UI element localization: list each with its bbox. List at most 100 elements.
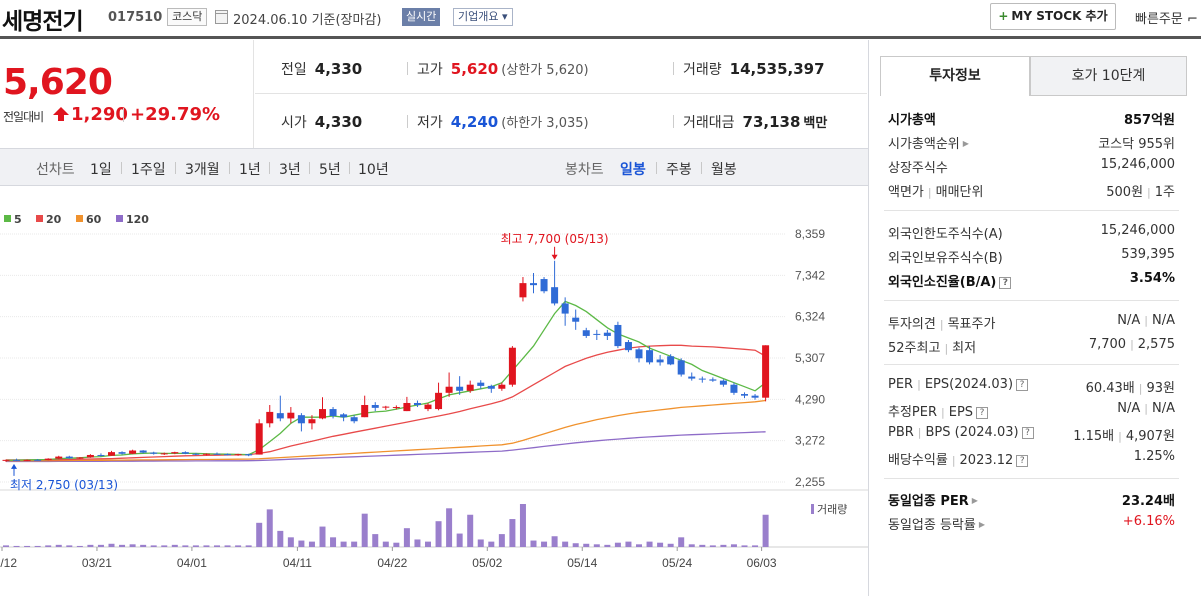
cap-rank-row[interactable]: 시가총액순위 ▶ 코스닥 955위	[888, 130, 1175, 154]
realtime-button[interactable]: 실시간	[402, 8, 441, 26]
legend-label: 120	[126, 213, 149, 226]
mystock-add-button[interactable]: + MY STOCK 추가	[990, 3, 1116, 30]
tab-1d[interactable]: 1일	[90, 162, 112, 178]
help-icon[interactable]: ?	[976, 407, 989, 419]
change-value: 1,290	[71, 104, 128, 125]
tab-1w[interactable]: 1주일	[131, 162, 166, 178]
title-divider	[0, 36, 1201, 39]
tab-invest-info[interactable]: 투자정보	[880, 56, 1030, 96]
divider: |	[1144, 402, 1148, 415]
x-tick-label: 05/02	[472, 556, 502, 570]
candle-body	[213, 453, 221, 455]
triangle-right-icon: ▶	[971, 496, 978, 505]
est-eps-value: N/A	[1152, 401, 1175, 416]
volume-bar	[235, 545, 242, 547]
high-label: 고가	[417, 62, 443, 78]
divider	[884, 300, 1179, 301]
tab-3y[interactable]: 3년	[279, 162, 301, 178]
y-tick-label: 7,342	[795, 268, 825, 282]
tab-10y[interactable]: 10년	[358, 162, 389, 178]
tab-5y[interactable]: 5년	[319, 162, 341, 178]
plus-icon: +	[998, 9, 1009, 23]
legend-label: 20	[46, 213, 62, 226]
sector-change-row[interactable]: 동일업종 등락률 ▶ +6.16%	[888, 511, 1175, 535]
volume-bar	[87, 544, 94, 547]
divider	[309, 162, 310, 174]
volume-bar	[129, 544, 136, 547]
upper-limit: (상한가 5,620)	[501, 63, 589, 78]
candle-body	[329, 409, 337, 416]
volume-bar	[741, 545, 748, 547]
volume-bar	[604, 544, 611, 547]
low-label: 저가	[417, 115, 443, 131]
volume-bar	[119, 544, 126, 547]
candle-body	[435, 392, 443, 410]
candle-body	[392, 407, 400, 409]
tab-daily[interactable]: 일봉	[620, 162, 646, 178]
candle-body	[656, 359, 664, 363]
help-icon[interactable]: ?	[1016, 455, 1029, 467]
divider	[229, 162, 230, 174]
candle-body	[403, 402, 411, 412]
foreign-hold-row: 외국인보유주식수(B) 539,395	[888, 244, 1175, 268]
help-icon[interactable]: ?	[1021, 427, 1034, 439]
x-tick-label: 05/14	[567, 556, 597, 570]
divider	[673, 115, 674, 128]
foreign-hold-label: 외국인보유주식수(B)	[888, 251, 1003, 266]
candle-body	[160, 453, 168, 455]
foreign-rate-label: 외국인소진율(B/A)	[888, 275, 997, 290]
change-percent: +29.79%	[130, 104, 221, 125]
divider: |	[1147, 186, 1151, 199]
tab-1y[interactable]: 1년	[239, 162, 261, 178]
volume-bar	[340, 541, 347, 547]
volume-value: 14,535,397	[729, 60, 825, 78]
help-icon[interactable]: ?	[999, 277, 1012, 289]
sector-per-row[interactable]: 동일업종 PER ▶ 23.24배	[888, 487, 1175, 511]
divider	[673, 62, 674, 75]
volume-bar	[593, 544, 600, 547]
price-summary: 전일 4,330 고가 5,620 (상한가 5,620) 거래량 14,535,397…	[255, 40, 867, 148]
bps-label: BPS (2024.03)	[925, 425, 1019, 440]
legend-swatch	[116, 215, 123, 222]
divider	[868, 40, 869, 596]
candle-body	[224, 454, 232, 456]
company-overview-dropdown[interactable]: 기업개요 ▾	[453, 8, 513, 26]
price-chart[interactable]: 8,359 7,342 6,324 5,307 4,290 3,272 2,255 5 20 60…	[0, 186, 868, 596]
candle-body	[762, 345, 770, 398]
candle-body	[530, 283, 537, 286]
low-value: 4,240	[450, 113, 499, 131]
divider: |	[1144, 314, 1148, 327]
candle-body	[108, 452, 115, 456]
volume-bar	[752, 545, 759, 547]
pbr-label: PBR	[888, 425, 914, 440]
y-tick-label: 2,255	[795, 475, 825, 489]
foreign-limit-label: 외국인한도주식수(A)	[888, 227, 1003, 242]
candle-body	[287, 412, 295, 419]
candle-body	[139, 450, 147, 453]
tab-3m[interactable]: 3개월	[185, 162, 220, 178]
prev-close-value: 4,330	[314, 60, 363, 78]
sector-change-value: +6.16%	[1122, 514, 1175, 529]
tab-order-book[interactable]: 호가 10단계	[1030, 56, 1187, 96]
calendar-icon	[215, 10, 228, 24]
cap-rank-label: 시가총액순위	[888, 137, 960, 152]
open-value: 4,330	[314, 113, 363, 131]
shares-row: 상장주식수 15,246,000	[888, 154, 1175, 178]
candle-body	[477, 382, 485, 386]
candle-body	[466, 384, 474, 391]
opinion-row: 투자의견 | 목표주가 N/A | N/A	[888, 310, 1175, 334]
tab-weekly[interactable]: 주봉	[666, 162, 692, 178]
candle-body	[308, 419, 316, 424]
volume-bar	[108, 543, 115, 547]
help-icon[interactable]: ?	[1016, 379, 1029, 391]
quick-order-link[interactable]: 빠른주문 ⌐	[1135, 12, 1198, 27]
candle-body	[340, 414, 348, 418]
amount-value: 73,138	[742, 113, 801, 131]
volume-bar	[361, 513, 368, 547]
divider: |	[941, 406, 945, 419]
target-label: 목표주가	[947, 317, 996, 332]
candle-body	[181, 452, 189, 454]
volume-bar	[720, 544, 727, 547]
x-tick-label: 05/24	[662, 556, 692, 570]
tab-monthly[interactable]: 월봉	[711, 162, 737, 178]
